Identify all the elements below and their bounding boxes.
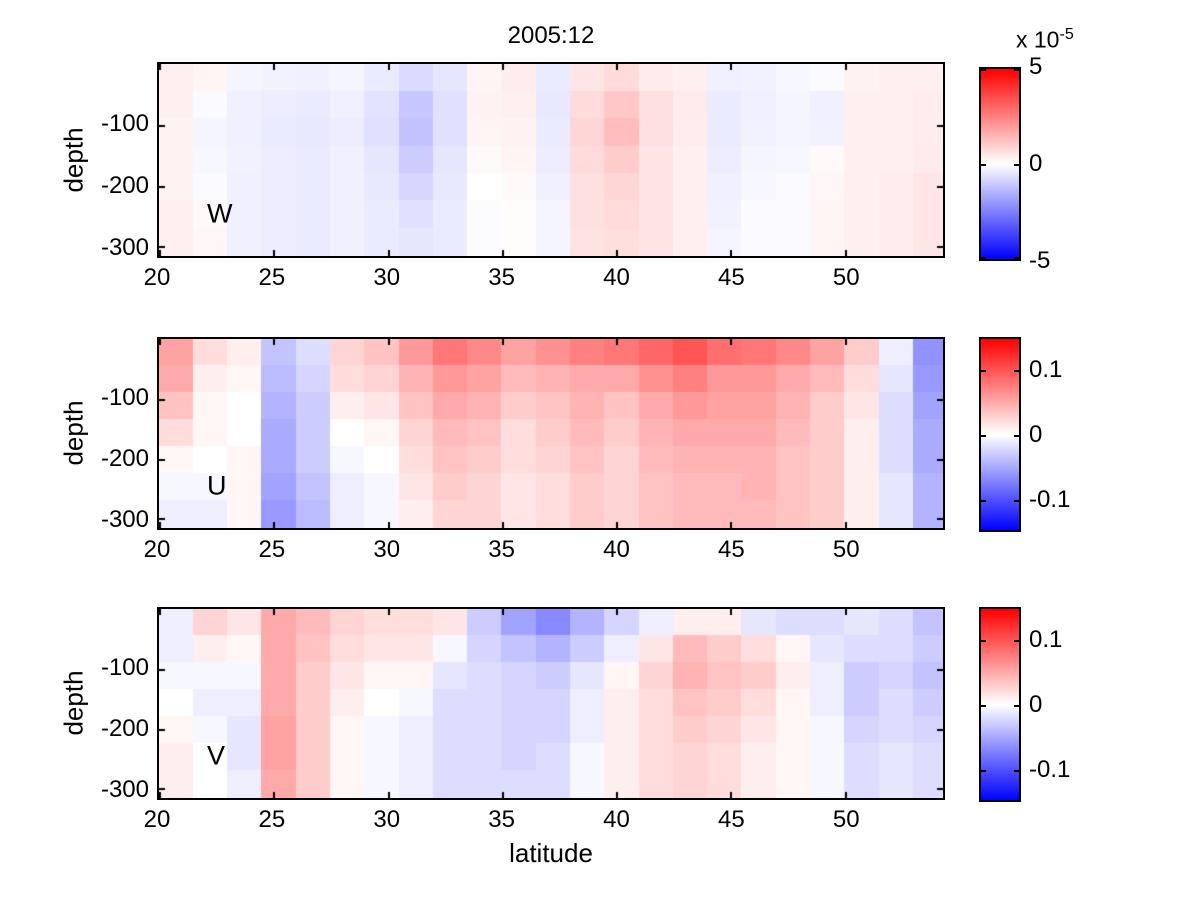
colorbar-tick-label: -0.1 [1029, 485, 1071, 513]
x-tick-label: 45 [717, 264, 745, 291]
y-axis-label-v: depth [58, 670, 89, 736]
x-tick-label: 35 [488, 536, 515, 563]
x-tick-label: 35 [488, 806, 515, 833]
colorbar-tick-label: -5 [1029, 247, 1051, 274]
x-tick-label: 25 [258, 806, 286, 833]
x-tick-label: 20 [143, 806, 171, 833]
colorbar-tick-mark [981, 257, 986, 259]
x-tick-label: 30 [373, 536, 401, 563]
x-tick-label: 45 [717, 806, 745, 833]
colorbar-tick-label: 0 [1029, 150, 1043, 177]
heatmap-canvas-w [159, 64, 943, 256]
colorbar-tick-mark [1014, 434, 1019, 437]
x-tick-label: 30 [373, 264, 401, 291]
y-tick-label: -300 [100, 776, 149, 804]
colorbar-tick-mark [981, 164, 986, 166]
colorbar-tick-label: 0 [1029, 690, 1043, 718]
colorbar-tick-label: 5 [1029, 53, 1043, 80]
y-tick-label: -100 [100, 654, 149, 682]
figure-title: 2005:12 [507, 22, 595, 49]
colorbar-tick-mark [981, 639, 986, 642]
colorbar-tick-mark [1014, 639, 1019, 642]
y-tick-label: -100 [100, 384, 149, 412]
panel-letter-w: W [207, 198, 233, 229]
colorbar-tick-mark [981, 704, 986, 707]
x-tick-label: 40 [603, 806, 630, 833]
colorbar-tick-mark [1014, 704, 1019, 707]
y-tick-label: -300 [100, 506, 149, 534]
x-tick-label: 35 [488, 264, 515, 291]
x-tick-label: 20 [143, 264, 171, 291]
x-tick-label: 30 [373, 806, 401, 833]
colorbar-tick-mark [981, 769, 986, 772]
y-axis-label-u: depth [58, 400, 89, 466]
colorbar-tick-label: -0.1 [1029, 755, 1071, 783]
heatmap-canvas-u [159, 339, 943, 528]
x-tick-label: 50 [832, 264, 860, 291]
x-tick-label: 45 [717, 536, 745, 563]
y-tick-label: -300 [100, 234, 149, 262]
x-tick-label: 20 [143, 536, 171, 563]
colorbar-tick-label: 0.1 [1029, 355, 1063, 383]
colorbar-tick-mark [1014, 69, 1019, 71]
x-tick-label: 25 [258, 264, 286, 291]
colorbar-tick-mark [1014, 164, 1019, 166]
colorbar-tick-mark [981, 499, 986, 502]
colorbar-tick-mark [1014, 499, 1019, 502]
x-tick-label: 25 [258, 536, 286, 563]
heatmap-panel-w: W [157, 62, 945, 258]
x-tick-label: 40 [603, 264, 630, 291]
x-tick-label: 50 [832, 806, 860, 833]
x-axis-label: latitude [509, 838, 593, 868]
colorbar-tick-mark [981, 369, 986, 372]
panel-letter-v: V [207, 740, 226, 771]
x-tick-label: 40 [603, 536, 630, 563]
heatmap-panel-v: V [157, 607, 945, 800]
y-tick-label: -200 [100, 445, 149, 473]
colorbar-tick-mark [981, 69, 986, 71]
x-tick-label: 50 [832, 536, 860, 563]
colorbar-tick-mark [1014, 257, 1019, 259]
colorbar-tick-mark [981, 434, 986, 437]
panel-letter-u: U [207, 470, 227, 501]
y-tick-label: -200 [100, 172, 149, 200]
y-tick-label: -200 [100, 715, 149, 743]
colorbar-exponent: x 10-5 [1016, 26, 1074, 53]
y-axis-label-w: depth [58, 127, 89, 193]
y-tick-label: -100 [100, 110, 149, 138]
colorbar-tick-mark [1014, 369, 1019, 372]
colorbar-tick-label: 0.1 [1029, 625, 1063, 653]
heatmap-panel-u: U [157, 337, 945, 530]
colorbar-tick-label: 0 [1029, 420, 1043, 448]
heatmap-canvas-v [159, 609, 943, 798]
colorbar-tick-mark [1014, 769, 1019, 772]
